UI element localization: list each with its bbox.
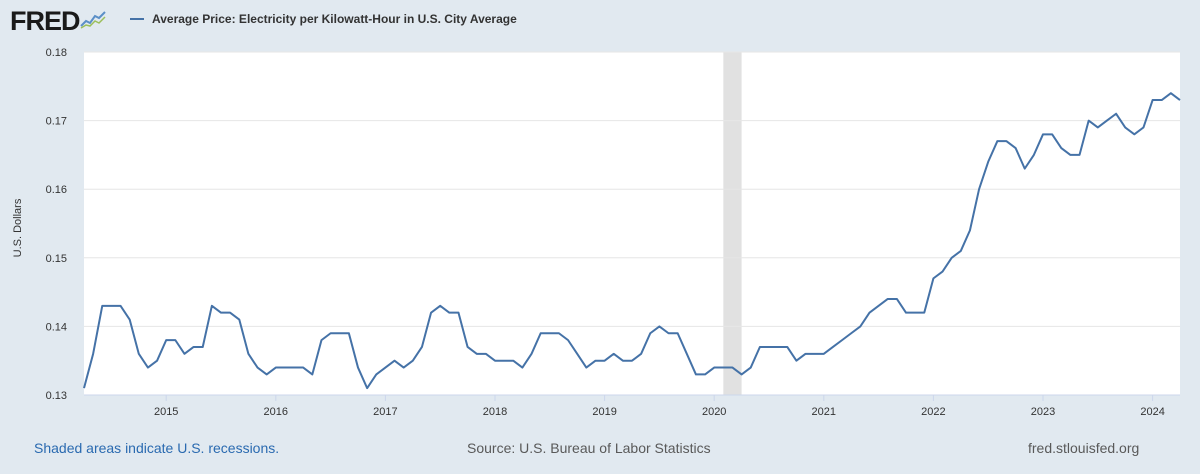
legend-line-swatch [130,18,144,20]
fred-logo-graph-icon [79,8,106,34]
y-tick-label: 0.13 [46,390,67,402]
x-tick-label: 2019 [592,406,616,418]
recession-note: Shaded areas indicate U.S. recessions. [34,440,280,456]
x-tick-label: 2022 [921,406,945,418]
site-link[interactable]: fred.stlouisfed.org [1028,440,1140,456]
x-tick-label: 2015 [154,406,178,418]
x-tick-label: 2020 [702,406,726,418]
recession-shade [723,52,742,395]
y-tick-label: 0.16 [46,184,67,196]
x-tick-label: 2017 [373,406,397,418]
x-tick-label: 2021 [812,406,836,418]
x-tick-label: 2023 [1031,406,1055,418]
y-tick-label: 0.14 [46,321,67,333]
x-tick-label: 2024 [1140,406,1164,418]
fred-logo-text: FRED [10,6,80,36]
plot-area [84,52,1180,395]
series-line [83,92,1181,390]
chart-legend: Average Price: Electricity per Kilowatt-… [130,12,517,26]
legend-label: Average Price: Electricity per Kilowatt-… [152,12,517,26]
x-tick-label: 2018 [483,406,507,418]
y-tick-label: 0.18 [46,47,67,59]
fred-logo[interactable]: FRED [10,6,106,36]
y-tick-label: 0.17 [46,116,67,128]
source-text: Source: U.S. Bureau of Labor Statistics [467,440,711,456]
y-tick-label: 0.15 [46,253,67,265]
x-tick-label: 2016 [264,406,288,418]
